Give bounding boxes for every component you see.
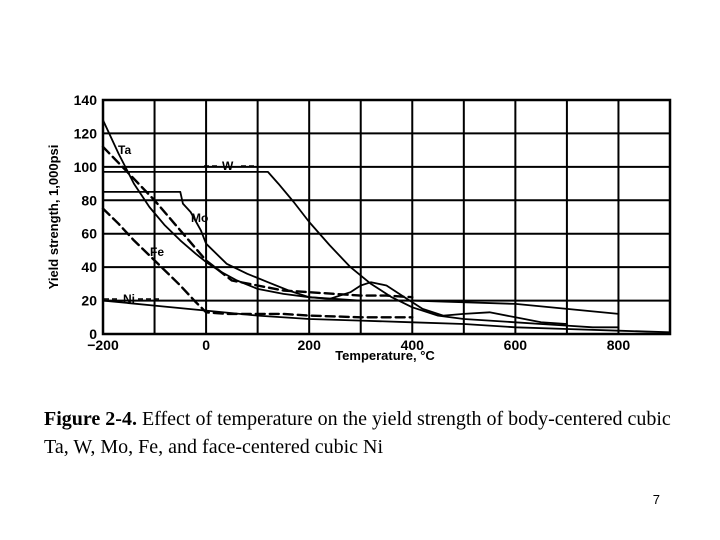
x-tick-label: −200: [87, 337, 119, 353]
series-line-unlabeled-5: [101, 145, 414, 299]
x-tick-label: 600: [504, 337, 528, 353]
series-label-ta: Ta: [118, 143, 131, 157]
x-tick-label: 0: [202, 337, 210, 353]
x-tick-label: 200: [298, 337, 322, 353]
series-label-mo: Mo: [191, 211, 208, 225]
y-tick-label: 100: [74, 159, 98, 175]
y-tick-label: 140: [74, 92, 98, 108]
series-group: [101, 119, 671, 334]
y-tick-label: 80: [81, 192, 97, 208]
plot-frame: [101, 98, 672, 336]
series-line-mo: [102, 190, 568, 325]
series-label-ni: Ni: [123, 292, 135, 306]
series-label-fe: Fe: [150, 245, 164, 259]
page-number: 7: [652, 492, 660, 507]
x-tick-label: 400: [401, 337, 425, 353]
y-tick-label: 120: [74, 125, 98, 141]
x-axis-title: Temperature, °C: [335, 348, 435, 363]
series-line-fe: [101, 207, 414, 319]
y-tick-label: 0: [89, 326, 97, 342]
figure-caption-text: Effect of temperature on the yield stren…: [44, 408, 671, 458]
series-label-w: W: [222, 159, 234, 173]
x-tick-label: 800: [607, 337, 631, 353]
y-tick-label: 40: [81, 259, 97, 275]
y-tick-label: 20: [81, 293, 97, 309]
figure-caption: Figure 2-4. Effect of temperature on the…: [44, 405, 684, 461]
plot-area: [103, 100, 670, 334]
figure-caption-label: Figure 2-4.: [44, 408, 137, 430]
grid: [103, 100, 670, 334]
series-line-ni: [102, 299, 671, 334]
y-axis-title: Yield strength, 1,000psi: [46, 145, 61, 290]
series-line-w: [102, 170, 620, 329]
y-tick-label: 60: [81, 226, 97, 242]
